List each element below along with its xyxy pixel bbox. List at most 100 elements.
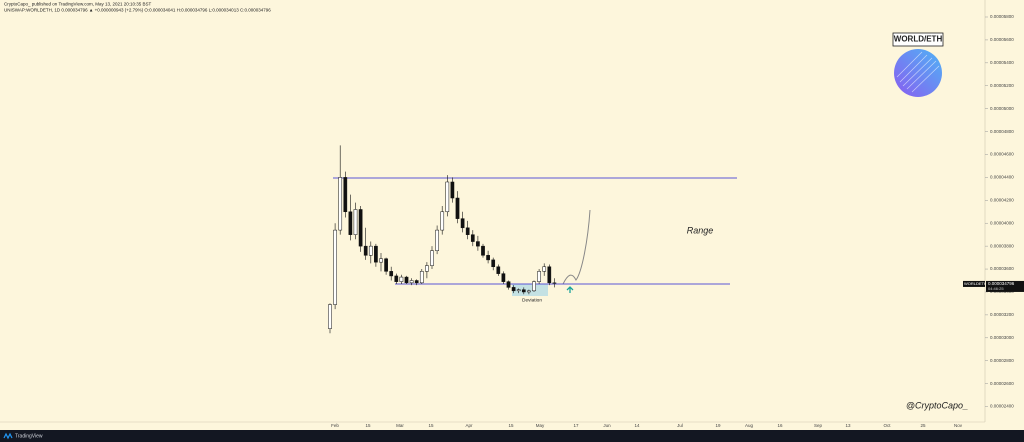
candle-body (547, 266, 552, 284)
candle-body (506, 281, 511, 288)
footer-bar (0, 430, 1024, 442)
x-tick-label: Oct (883, 423, 891, 428)
price-axis-label-bg (986, 280, 1024, 292)
candle-body (440, 211, 445, 231)
x-tick-label: Aug (745, 423, 754, 428)
x-tick-label: 17 (573, 423, 579, 428)
y-tick-label: 0.00005000 (990, 106, 1014, 111)
y-tick-label: 0.00003600 (990, 266, 1014, 271)
candle-body (430, 250, 434, 266)
footer-logo (3, 432, 13, 440)
deviation-box (512, 284, 548, 296)
price-countdown: 04:46:25 (988, 286, 1004, 291)
logo-title: WORLD/ETH (894, 35, 943, 44)
y-tick-label: 0.00005600 (990, 37, 1014, 42)
candle-body (363, 245, 368, 256)
candle-body (465, 227, 470, 235)
x-tick-label: 15 (365, 423, 371, 428)
x-tick-label: Nov (954, 423, 963, 428)
candle-body (328, 304, 332, 329)
candle-body (404, 276, 409, 284)
price-axis-label: 0.000034796 (988, 281, 1015, 286)
candle-body (348, 211, 353, 235)
y-tick-label: 0.00004000 (990, 220, 1014, 225)
y-tick-label: 0.00003000 (990, 335, 1014, 340)
candle-body (435, 229, 439, 251)
x-tick-label: Apr (465, 423, 473, 428)
candle-body (389, 271, 394, 277)
candle-body (445, 181, 450, 213)
y-tick-label: 0.00004800 (990, 129, 1014, 134)
logo (894, 49, 942, 97)
candle-body (476, 241, 480, 247)
candle-body (414, 280, 419, 284)
candle-body (516, 289, 521, 292)
header: CryptoCapo_ published on TradingView.com… (4, 2, 152, 7)
author-watermark: @CryptoCapo_ (906, 400, 968, 410)
candle-body (501, 273, 506, 282)
candle-body (338, 177, 343, 231)
candle-body (532, 281, 536, 292)
y-tick-label: 0.00004600 (990, 152, 1014, 157)
y-tick-label: 0.00005400 (990, 60, 1014, 65)
footer-text: TradingView (15, 433, 43, 439)
candle-body (542, 266, 547, 272)
x-tick-label: Jun (603, 423, 611, 428)
y-tick-label: 0.00002800 (990, 358, 1014, 363)
y-tick-label: 0.00004200 (990, 198, 1014, 203)
projection-path (562, 209, 591, 285)
y-tick-label: 0.00003200 (990, 312, 1014, 317)
x-tick-label: Sep (814, 423, 823, 428)
price-label-symbol: WORLDETH (964, 281, 987, 286)
candle-body (353, 209, 358, 235)
candle-body (491, 259, 496, 268)
candle-body (425, 265, 429, 272)
y-tick-label: 0.00003800 (990, 243, 1014, 248)
x-tick-label: Feb (331, 423, 339, 428)
x-tick-label: 25 (920, 423, 926, 428)
deviation-label: Deviation (522, 297, 542, 303)
candle-body (481, 245, 485, 256)
candle-body (374, 245, 378, 263)
candle-body (470, 234, 475, 242)
candle-body (384, 258, 388, 272)
range-label: Range (687, 225, 714, 235)
x-tick-label: 14 (634, 423, 640, 428)
y-tick-label: 0.00002600 (990, 381, 1014, 386)
y-tick-label: 0.00002400 (990, 404, 1014, 409)
candle-body (379, 258, 383, 263)
candle-body (455, 197, 460, 219)
candle-body (409, 280, 414, 284)
logo-title-box (892, 32, 944, 47)
logo-stripes (896, 51, 940, 93)
candle-body (460, 218, 465, 229)
y-tick-label: 0.00004400 (990, 175, 1014, 180)
arrow-up (566, 286, 574, 293)
candle-body (521, 289, 526, 293)
y-tick-label: 0.00005800 (990, 14, 1014, 19)
candle-body (537, 271, 541, 282)
candle-body (333, 229, 337, 305)
x-tick-label: 13 (845, 423, 851, 428)
y-tick-label: 0.00005200 (990, 83, 1014, 88)
candle-body (486, 255, 490, 261)
candle-body (419, 271, 424, 284)
candle-body (394, 275, 399, 282)
price-label-bg (963, 280, 985, 287)
candle-body (496, 266, 501, 274)
candle-body (399, 276, 404, 282)
x-tick-label: 15 (508, 423, 514, 428)
x-tick-label: 15 (428, 423, 434, 428)
x-tick-label: 19 (715, 423, 721, 428)
x-tick-label: Mar (396, 423, 404, 428)
symbol-line: UNISWAP:WORLDETH, 1D 0.000034796 ▲ +0.00… (4, 8, 271, 13)
candle-body (358, 209, 363, 247)
candle-body (368, 245, 373, 256)
candle-body (343, 177, 348, 213)
candle-body (552, 282, 557, 284)
x-tick-label: Jul (677, 423, 683, 428)
candle-body (511, 287, 516, 292)
candle-body (527, 290, 531, 293)
